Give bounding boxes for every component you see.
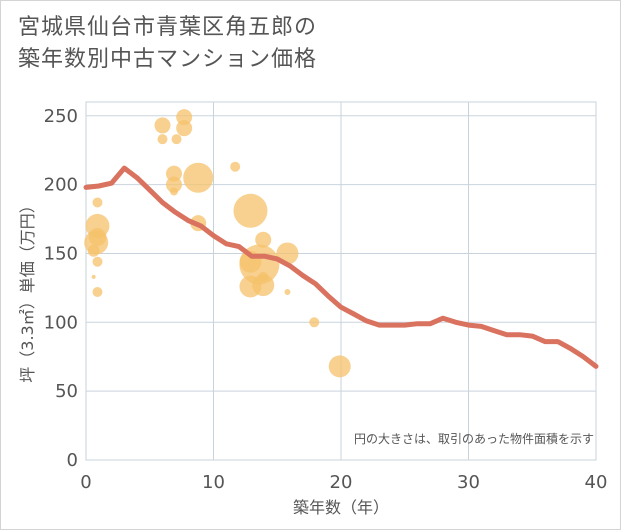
- chart-title-line-1: 宮城県仙台市青葉区角五郎の: [18, 15, 318, 40]
- y-axis-label: 坪（3.3㎡）単価（万円）: [18, 197, 37, 382]
- bubble-point: [252, 274, 275, 297]
- bubble-point: [176, 109, 193, 126]
- x-tick-label: 40: [585, 472, 608, 493]
- y-tick-label: 50: [55, 381, 78, 402]
- x-tick-label: 30: [457, 472, 480, 493]
- average-line-series: [83, 165, 599, 369]
- bubble-point: [92, 287, 103, 298]
- y-tick-label: 150: [44, 243, 78, 264]
- bubble-point: [255, 231, 272, 248]
- y-tick-label: 0: [67, 450, 78, 471]
- y-tick-label: 200: [44, 175, 78, 196]
- y-tick-label: 100: [44, 312, 78, 333]
- chart-title: 宮城県仙台市青葉区角五郎の 築年数別中古マンション価格: [18, 12, 317, 76]
- bubble-point: [258, 271, 269, 282]
- bubble-series: [84, 109, 351, 378]
- x-axis-label: 築年数（年）: [293, 498, 389, 517]
- bubble-point: [154, 117, 171, 134]
- bubble-point: [92, 256, 103, 267]
- bubble-point: [233, 193, 268, 228]
- bubble-point: [230, 161, 241, 172]
- bubble-point: [183, 162, 214, 193]
- bubble-point: [309, 317, 320, 328]
- x-tick-label: 10: [202, 472, 225, 493]
- bubble-point: [165, 165, 182, 182]
- bubble-point: [284, 289, 291, 296]
- axes: 0 10 20 30 40 0 50 100 150 200 250: [44, 106, 608, 493]
- bubble-point: [92, 197, 103, 208]
- bubble-point: [91, 274, 96, 279]
- average-price-line: [83, 165, 599, 369]
- bubble-point: [157, 134, 168, 145]
- size-note: 円の大きさは、取引のあった物件面積を示す: [354, 431, 594, 446]
- x-tick-label: 20: [330, 472, 353, 493]
- bubble-point: [85, 213, 110, 238]
- chart-title-line-2: 築年数別中古マンション価格: [18, 47, 318, 72]
- bubble-point: [328, 355, 351, 378]
- y-tick-label: 250: [44, 106, 78, 127]
- bubble-point: [171, 134, 182, 145]
- bubble-point: [169, 187, 178, 196]
- bubble-point: [165, 176, 182, 193]
- grid-lines: [85, 101, 597, 461]
- x-tick-label: 0: [80, 472, 91, 493]
- bubble-point: [176, 120, 193, 137]
